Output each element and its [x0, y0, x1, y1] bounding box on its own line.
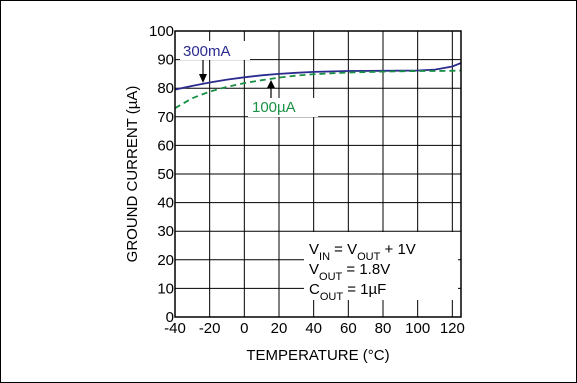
x-axis-title: TEMPERATURE (°C): [246, 347, 389, 364]
series-line-2: [175, 69, 461, 109]
x-tick-label: 80: [375, 320, 392, 337]
condition-line: VIN = VOUT + 1V: [309, 241, 416, 263]
y-tick-label: 30: [157, 223, 174, 240]
arrow-100ua-head: [267, 80, 275, 88]
plot-border: [174, 30, 462, 318]
x-tick-label: -20: [199, 320, 221, 337]
x-tick-label: 40: [305, 320, 322, 337]
label-100ua: 100µA: [252, 99, 296, 116]
condition-line: COUT = 1µF: [309, 281, 386, 303]
arrow-300ma-head: [199, 74, 207, 83]
series-layer: [175, 62, 461, 109]
y-tick-label: 40: [157, 195, 174, 212]
label-300ma-bg: [180, 41, 250, 60]
x-tick-label: 60: [340, 320, 357, 337]
y-tick-label: 0: [166, 309, 174, 326]
series-line-1: [175, 62, 461, 91]
y-tick-label: 20: [157, 252, 174, 269]
y-tick-labels: 0 10 20 30 40 50 60 70 80 90 100: [149, 23, 174, 326]
label-300ma: 300mA: [183, 43, 231, 60]
y-tick-label: 10: [157, 280, 174, 297]
x-tick-label: 0: [240, 320, 248, 337]
condition-line: VOUT = 1.8V: [309, 261, 390, 283]
y-tick-label: 50: [157, 166, 174, 183]
y-tick-label: 60: [157, 137, 174, 154]
y-axis-title: GROUND CURRENT (µA): [124, 86, 141, 263]
conditions-box-bg: [304, 232, 458, 300]
y-tick-label: 80: [157, 80, 174, 97]
x-tick-labels: -40 -20 0 20 40 60 80 100 120: [164, 320, 465, 337]
x-tick-label: 100: [405, 320, 430, 337]
x-tick-label: 20: [271, 320, 288, 337]
x-tick-label: 120: [440, 320, 465, 337]
y-tick-label: 100: [149, 23, 174, 40]
y-tick-label: 90: [157, 52, 174, 69]
x-tick-label: -40: [164, 320, 186, 337]
label-100ua-bg: [248, 98, 318, 117]
y-tick-label: 70: [157, 109, 174, 126]
